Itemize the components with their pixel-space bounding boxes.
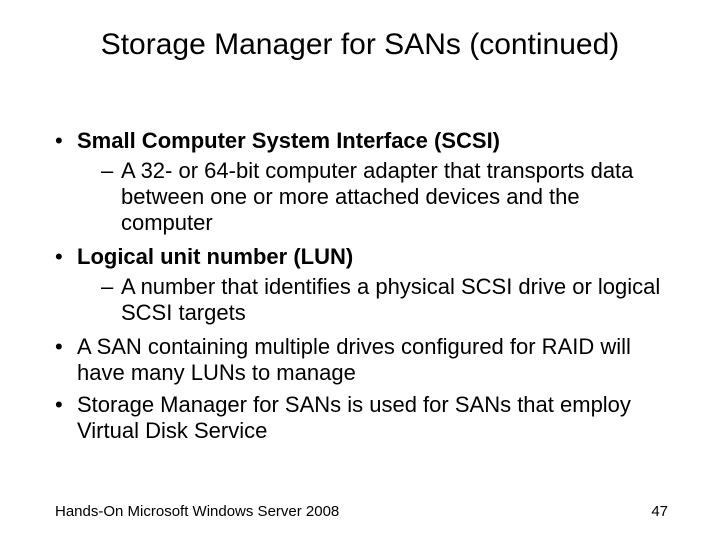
bullet-item: Small Computer System Interface (SCSI) A…	[55, 128, 675, 236]
slide-body: Small Computer System Interface (SCSI) A…	[55, 128, 675, 449]
bullet-text: Logical unit number (LUN)	[77, 244, 353, 269]
bullet-item: Storage Manager for SANs is used for SAN…	[55, 392, 675, 444]
bullet-item: Logical unit number (LUN) A number that …	[55, 244, 675, 326]
bullet-text: A SAN containing multiple drives configu…	[77, 334, 631, 385]
slide-title: Storage Manager for SANs (continued)	[0, 28, 720, 62]
bullet-item: A SAN containing multiple drives configu…	[55, 334, 675, 386]
sub-bullet-list: A number that identifies a physical SCSI…	[77, 274, 675, 326]
bullet-text: Storage Manager for SANs is used for SAN…	[77, 392, 631, 443]
sub-bullet-item: A 32- or 64-bit computer adapter that tr…	[101, 158, 675, 236]
sub-bullet-list: A 32- or 64-bit computer adapter that tr…	[77, 158, 675, 236]
bullet-list: Small Computer System Interface (SCSI) A…	[55, 128, 675, 443]
footer-source: Hands-On Microsoft Windows Server 2008	[55, 503, 339, 520]
sub-bullet-text: A number that identifies a physical SCSI…	[121, 274, 660, 325]
sub-bullet-item: A number that identifies a physical SCSI…	[101, 274, 675, 326]
slide: Storage Manager for SANs (continued) Sma…	[0, 0, 720, 540]
page-number: 47	[651, 503, 668, 520]
sub-bullet-text: A 32- or 64-bit computer adapter that tr…	[121, 158, 633, 235]
bullet-text: Small Computer System Interface (SCSI)	[77, 128, 500, 153]
